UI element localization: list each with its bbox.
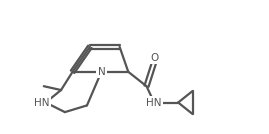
Text: N: N [97,67,105,77]
Text: HN: HN [34,98,49,107]
Text: HN: HN [146,98,162,107]
Text: O: O [150,53,158,63]
